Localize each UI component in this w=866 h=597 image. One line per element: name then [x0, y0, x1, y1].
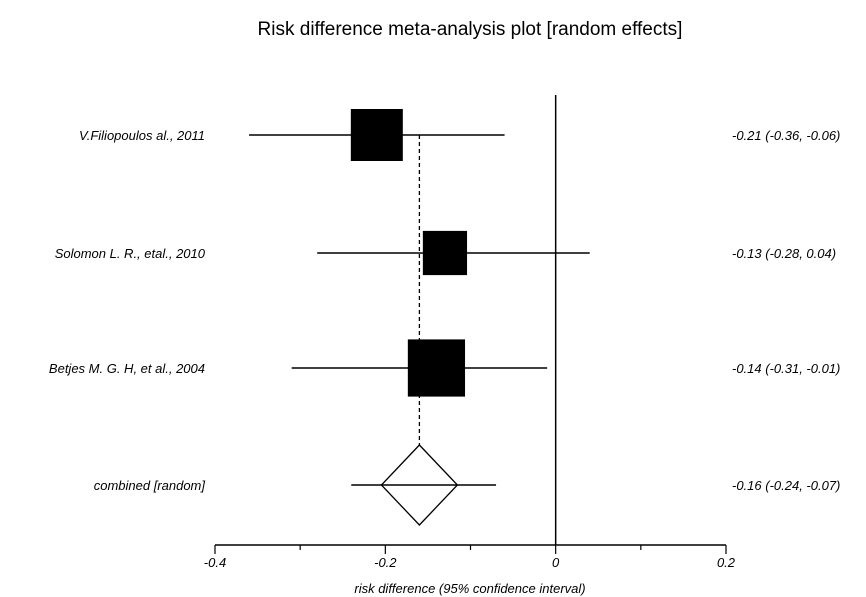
combined-ci-text: -0.16 (-0.24, -0.07) [732, 478, 840, 493]
plot-area: -0.4 -0.2 0 0.2 V.Filiopoulos al., 2011 -0.21… [49, 95, 840, 570]
x-axis-label: risk difference (95% confidence interval… [354, 581, 585, 596]
combined-diamond [380, 444, 459, 526]
study-ci-text: -0.21 (-0.36, -0.06) [732, 128, 840, 143]
x-tick-label: -0.4 [204, 555, 226, 570]
study-label: V.Filiopoulos al., 2011 [79, 128, 205, 143]
study-ci-text: -0.13 (-0.28, 0.04) [732, 246, 836, 261]
x-tick-label: 0 [552, 555, 560, 570]
study-effect-box [407, 339, 466, 397]
x-tick-label: 0.2 [717, 555, 736, 570]
study-effect-box [422, 230, 468, 276]
chart-title: Risk difference meta-analysis plot [rand… [258, 19, 683, 40]
study-label: Solomon L. R., etal., 2010 [55, 246, 206, 261]
x-tick-label: -0.2 [374, 555, 397, 570]
study-ci-text: -0.14 (-0.31, -0.01) [732, 361, 840, 376]
combined-label: combined [random] [94, 478, 206, 493]
study-label: Betjes M. G. H, et al., 2004 [49, 361, 205, 376]
study-effect-box [350, 109, 403, 161]
